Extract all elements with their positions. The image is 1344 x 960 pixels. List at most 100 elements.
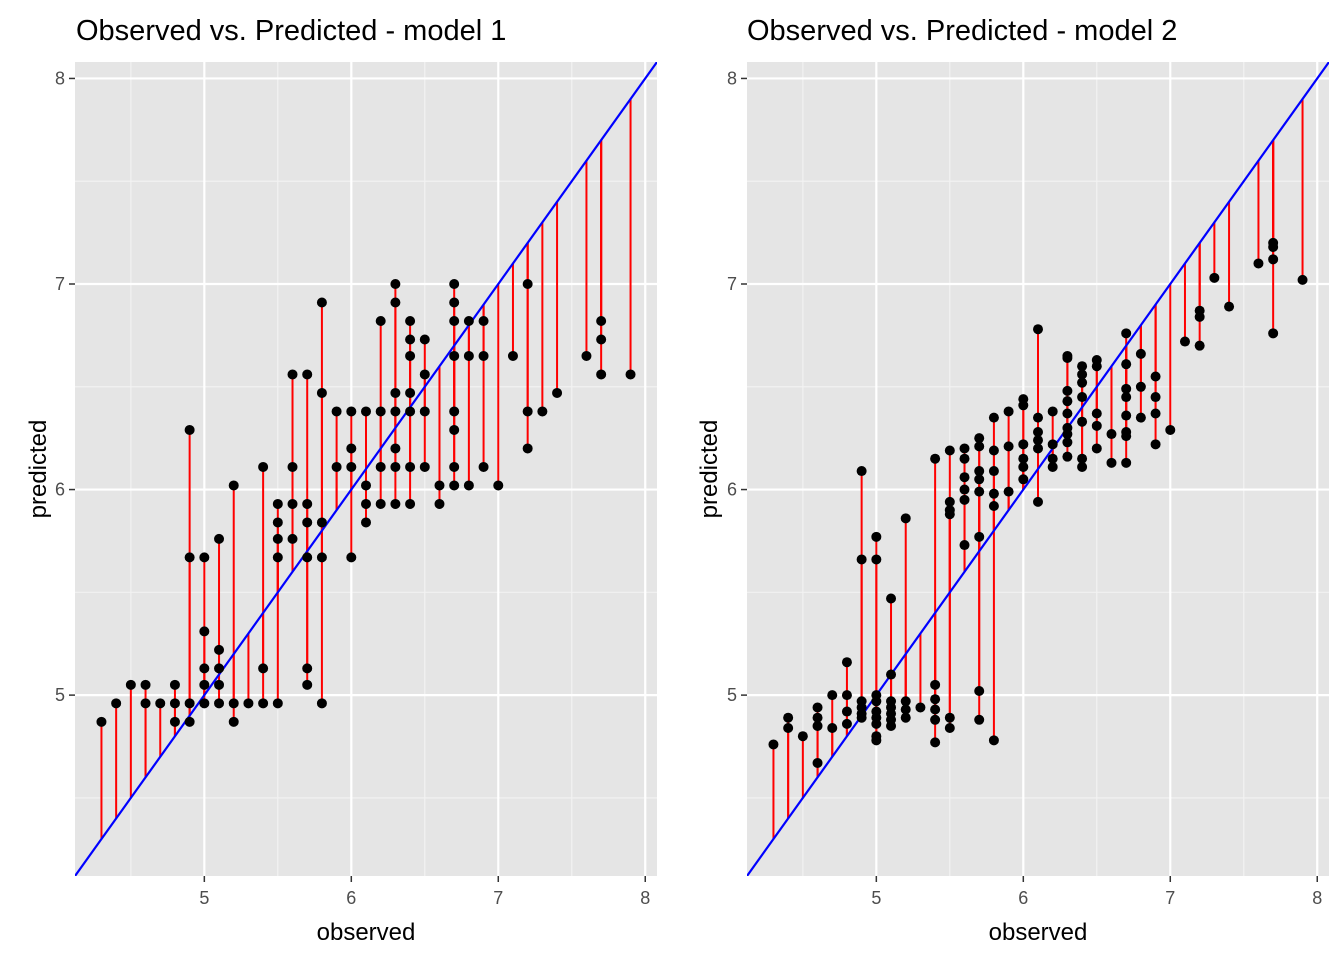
data-point — [871, 696, 882, 707]
data-point — [155, 698, 166, 709]
data-point — [316, 698, 327, 709]
data-point — [287, 533, 298, 544]
data-point — [944, 723, 955, 733]
data-point — [302, 663, 313, 674]
data-point — [96, 716, 107, 727]
data-point — [1106, 429, 1117, 440]
data-point — [1091, 361, 1102, 372]
data-point — [302, 517, 313, 528]
data-point — [1253, 258, 1264, 269]
data-point — [434, 498, 445, 509]
identity-line — [747, 62, 1329, 876]
data-point — [449, 424, 460, 435]
data-point — [1150, 392, 1161, 403]
data-point — [199, 679, 210, 690]
data-point — [405, 406, 416, 417]
data-point — [900, 513, 911, 524]
data-point — [974, 714, 985, 725]
panel-model-1: Observed vs. Predicted - model 1 observe… — [25, 15, 657, 946]
data-point — [959, 540, 970, 551]
data-point — [258, 461, 269, 472]
data-point — [316, 552, 327, 563]
data-point — [915, 702, 926, 713]
data-point — [331, 406, 342, 417]
data-point — [1268, 254, 1279, 265]
data-point — [871, 531, 882, 542]
data-point — [1047, 461, 1058, 472]
plot-area-model-2 — [747, 62, 1329, 876]
data-point — [346, 552, 357, 563]
data-point — [1018, 439, 1029, 450]
data-point — [1062, 451, 1073, 462]
data-point — [797, 731, 808, 742]
data-point — [625, 369, 636, 380]
data-point — [1150, 439, 1161, 450]
data-point — [449, 279, 460, 289]
data-point — [316, 297, 327, 308]
data-point — [1091, 420, 1102, 431]
data-point — [243, 698, 254, 709]
data-point — [272, 698, 283, 709]
x-tick-label: 5 — [199, 888, 209, 908]
data-point — [871, 735, 882, 746]
data-point — [1209, 272, 1220, 283]
data-point — [1077, 361, 1088, 372]
data-point — [169, 698, 180, 709]
data-point — [375, 406, 386, 417]
data-point — [959, 453, 970, 464]
data-point — [1135, 412, 1146, 423]
data-point — [287, 369, 298, 380]
data-point — [390, 406, 401, 417]
data-point — [1165, 424, 1176, 435]
data-point — [331, 461, 342, 472]
data-point — [390, 279, 401, 289]
data-point — [959, 443, 970, 454]
x-axis-title-model-1: observed — [317, 919, 416, 946]
data-point — [900, 696, 911, 707]
data-point — [1106, 457, 1117, 468]
data-point — [419, 406, 430, 417]
data-point — [930, 737, 941, 748]
data-point — [522, 406, 533, 417]
data-point — [258, 698, 269, 709]
data-point — [974, 531, 985, 542]
data-point — [988, 445, 999, 456]
data-point — [581, 350, 592, 361]
data-point — [140, 698, 151, 709]
data-point — [390, 297, 401, 308]
data-point — [812, 712, 823, 723]
data-point — [375, 461, 386, 472]
panel-model-2: Observed vs. Predicted - model 2 observe… — [696, 15, 1329, 946]
data-point — [886, 669, 897, 680]
data-point — [1077, 453, 1088, 464]
data-point — [930, 453, 941, 464]
data-point — [944, 712, 955, 723]
data-point — [184, 552, 195, 563]
data-point — [768, 739, 779, 750]
data-point — [1150, 408, 1161, 419]
data-point — [1135, 348, 1146, 359]
x-tick-label: 7 — [1165, 888, 1175, 908]
data-point — [552, 387, 563, 398]
data-point — [405, 334, 416, 345]
data-point — [812, 720, 823, 731]
data-point — [974, 433, 985, 444]
data-point — [493, 480, 504, 491]
data-point — [1033, 412, 1043, 423]
data-point — [287, 498, 298, 509]
data-point — [272, 517, 283, 528]
data-point — [1018, 461, 1029, 472]
data-point — [1077, 369, 1088, 380]
data-point — [228, 698, 239, 709]
data-point — [463, 316, 474, 326]
data-point — [478, 350, 489, 361]
data-point — [974, 466, 985, 477]
data-point — [1062, 408, 1073, 419]
data-point — [1033, 324, 1043, 335]
data-point — [228, 480, 239, 491]
data-point — [856, 466, 867, 477]
data-point — [1121, 392, 1132, 403]
data-point — [871, 554, 882, 565]
y-axis-title-model-1: predicted — [25, 420, 52, 519]
